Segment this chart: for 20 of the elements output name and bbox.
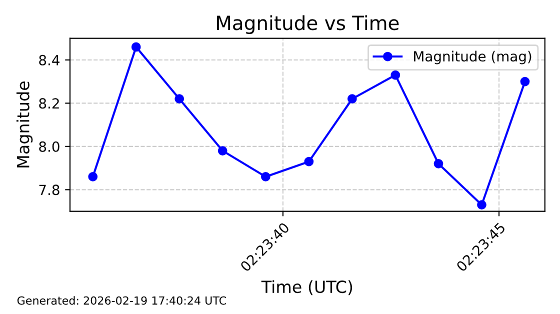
legend-label: Magnitude (mag) — [414, 50, 532, 64]
point — [390, 70, 400, 80]
point — [520, 76, 530, 86]
point — [304, 156, 314, 166]
point — [434, 159, 444, 168]
point — [174, 94, 184, 104]
text: Generated: 2026-02-19 17:40:24 UTC — [17, 296, 226, 305]
point — [477, 200, 486, 210]
y-tick-label: 8.2 — [39, 98, 59, 109]
point — [88, 172, 98, 182]
point — [260, 172, 270, 182]
y-tick-label: 8.4 — [39, 54, 60, 66]
chart-title: Magnitude vs Time — [217, 15, 399, 34]
x-axis-title: Time (UTC) — [261, 280, 352, 296]
y-axis-title: Magnitude — [16, 82, 33, 168]
y-tick-label: 7.8 — [39, 184, 60, 196]
point — [131, 42, 141, 52]
point — [347, 94, 357, 104]
y-tick-label: 8.0 — [39, 141, 60, 152]
point — [218, 146, 228, 156]
